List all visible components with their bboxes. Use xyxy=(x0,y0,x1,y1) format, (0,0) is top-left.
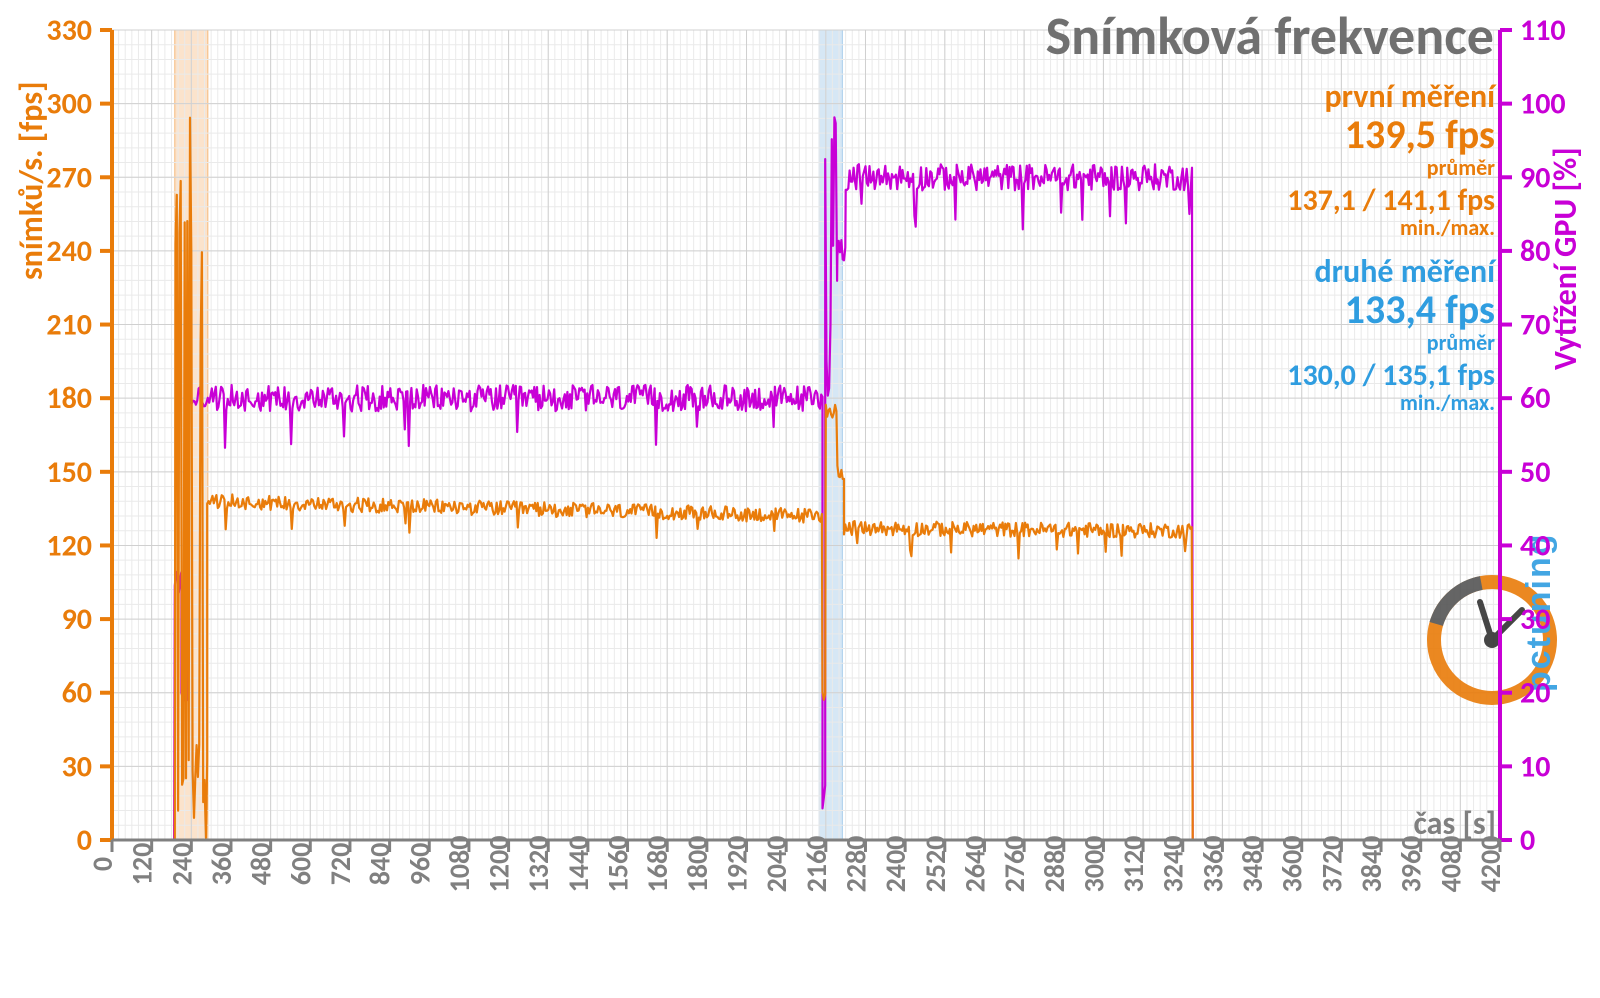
svg-text:30: 30 xyxy=(1520,601,1550,638)
svg-text:2760: 2760 xyxy=(997,836,1032,893)
legend-second-value: 133,4 fps xyxy=(1287,289,1495,331)
svg-text:40: 40 xyxy=(1520,527,1550,564)
svg-text:120: 120 xyxy=(46,527,92,564)
svg-text:snímků/s. [fps]: snímků/s. [fps] xyxy=(12,82,51,280)
svg-text:110: 110 xyxy=(1520,12,1566,49)
svg-text:150: 150 xyxy=(46,454,92,491)
legend-first-heading: první měření xyxy=(1287,80,1495,114)
svg-text:3840: 3840 xyxy=(1354,836,1389,893)
legend-first-range: 137,1 / 141,1 fps xyxy=(1287,185,1495,217)
svg-text:1200: 1200 xyxy=(482,836,517,893)
svg-text:3120: 3120 xyxy=(1116,836,1151,893)
legend-first-sub: průměr xyxy=(1287,156,1495,179)
svg-text:3480: 3480 xyxy=(1235,836,1270,893)
svg-text:0: 0 xyxy=(1520,822,1535,859)
svg-text:4080: 4080 xyxy=(1433,836,1468,893)
svg-text:30: 30 xyxy=(62,748,92,785)
svg-text:240: 240 xyxy=(46,233,92,270)
svg-text:10: 10 xyxy=(1520,748,1550,785)
svg-text:3240: 3240 xyxy=(1156,836,1191,893)
legend-first: první měření 139,5 fps průměr 137,1 / 14… xyxy=(1287,80,1495,239)
svg-text:Vytížení GPU [%]: Vytížení GPU [%] xyxy=(1546,147,1585,370)
svg-text:50: 50 xyxy=(1520,454,1550,491)
svg-text:3960: 3960 xyxy=(1394,836,1429,893)
svg-text:2400: 2400 xyxy=(878,836,913,893)
svg-text:60: 60 xyxy=(1520,380,1550,417)
svg-text:90: 90 xyxy=(62,601,92,638)
svg-text:600: 600 xyxy=(283,843,318,886)
svg-text:100: 100 xyxy=(1520,86,1566,123)
legend-second-range: 130,0 / 135,1 fps xyxy=(1287,360,1495,392)
svg-text:2280: 2280 xyxy=(838,836,873,893)
legend-second: druhé měření 133,4 fps průměr 130,0 / 13… xyxy=(1287,255,1495,414)
legend-first-rsub: min./max. xyxy=(1287,216,1495,239)
svg-text:1920: 1920 xyxy=(720,836,755,893)
svg-text:240: 240 xyxy=(164,843,199,886)
svg-text:1680: 1680 xyxy=(640,836,675,893)
svg-text:180: 180 xyxy=(46,380,92,417)
svg-text:0: 0 xyxy=(77,822,92,859)
svg-text:3000: 3000 xyxy=(1076,836,1111,893)
svg-text:330: 330 xyxy=(46,12,92,49)
svg-text:360: 360 xyxy=(204,843,239,886)
svg-text:480: 480 xyxy=(244,843,279,886)
svg-text:120: 120 xyxy=(125,843,160,886)
svg-text:2520: 2520 xyxy=(918,836,953,893)
svg-text:čas [s]: čas [s] xyxy=(1413,804,1496,843)
svg-text:270: 270 xyxy=(46,159,92,196)
svg-text:840: 840 xyxy=(363,843,398,886)
svg-text:720: 720 xyxy=(323,843,358,886)
svg-text:1560: 1560 xyxy=(601,836,636,893)
svg-text:4200: 4200 xyxy=(1473,836,1508,893)
svg-text:20: 20 xyxy=(1520,675,1550,712)
svg-text:60: 60 xyxy=(62,675,92,712)
svg-text:1080: 1080 xyxy=(442,836,477,893)
svg-text:1800: 1800 xyxy=(680,836,715,893)
svg-text:3600: 3600 xyxy=(1275,836,1310,893)
svg-text:960: 960 xyxy=(402,843,437,886)
svg-text:2640: 2640 xyxy=(957,836,992,893)
svg-text:3360: 3360 xyxy=(1195,836,1230,893)
legend-second-heading: druhé měření xyxy=(1287,255,1495,289)
svg-text:1440: 1440 xyxy=(561,836,596,893)
svg-text:300: 300 xyxy=(46,86,92,123)
svg-text:3720: 3720 xyxy=(1314,836,1349,893)
svg-text:210: 210 xyxy=(46,307,92,344)
svg-text:2040: 2040 xyxy=(759,836,794,893)
svg-text:Snímková frekvence: Snímková frekvence xyxy=(1046,3,1494,69)
legend-second-sub: průměr xyxy=(1287,331,1495,354)
svg-text:0: 0 xyxy=(85,857,120,871)
svg-text:1320: 1320 xyxy=(521,836,556,893)
legend-first-value: 139,5 fps xyxy=(1287,114,1495,156)
legend-second-rsub: min./max. xyxy=(1287,391,1495,414)
svg-text:2160: 2160 xyxy=(799,836,834,893)
svg-text:2880: 2880 xyxy=(1037,836,1072,893)
